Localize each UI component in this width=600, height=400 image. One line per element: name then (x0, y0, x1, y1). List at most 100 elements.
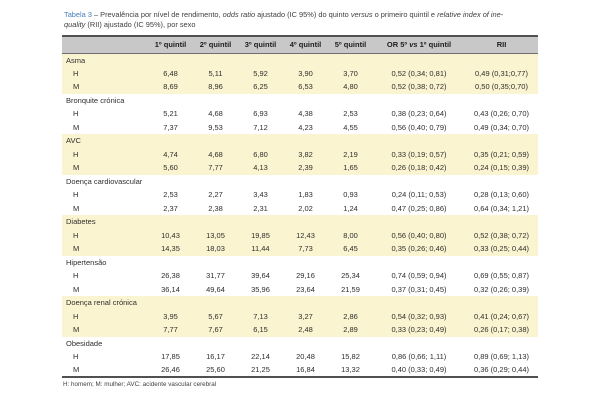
value-cell: 4,80 (328, 80, 373, 94)
caption-segment: 1º quintil (417, 40, 452, 50)
value-cell: 0,93 (343, 190, 358, 200)
value-cell: 8,00 (328, 228, 373, 242)
caption-segment: relative index of ine- (437, 10, 504, 19)
column-header: 2º quintil (193, 36, 238, 54)
sex-label: H (62, 228, 148, 242)
value-cell: 3,27 (283, 309, 328, 323)
group-row: Hipertensão (62, 256, 538, 270)
caption-segment: (RII) ajustado (IC 95%), por sexo (85, 19, 196, 29)
value-cell: 16,17 (206, 352, 225, 362)
value-cell: 6,80 (238, 147, 283, 161)
value-cell: 3,70 (328, 66, 373, 80)
sex-label: H (62, 66, 148, 80)
value-cell: 3,90 (283, 66, 328, 80)
value-cell: 12,43 (283, 228, 328, 242)
value-cell: 0,49 (0,31;0,77) (465, 66, 538, 80)
caption-segment: ajustado (IC 95%) do quinto (255, 10, 351, 19)
value-cell: 4,13 (238, 161, 283, 175)
sex-label: M (62, 80, 148, 94)
sex-label: M (62, 161, 148, 175)
group-row: Obesidade (62, 337, 538, 351)
value-cell: 9,53 (208, 122, 223, 132)
data-row: H 10,43 13,05 19,85 12,43 8,00 0,56 (0,40; 0,8… (62, 228, 538, 242)
caption-segment: 1º quintil (154, 40, 187, 50)
value-cell: 0,52 (0,34; 0,81) (373, 66, 465, 80)
value-cell: 13,05 (193, 228, 238, 242)
value-cell: 2,02 (298, 203, 313, 213)
sex-label: M (73, 284, 80, 294)
sex-label: M (73, 203, 80, 213)
data-row: H 26,38 31,77 39,64 29,16 25,34 0,74 (0,59; 0,… (62, 269, 538, 283)
value-cell: 6,48 (148, 66, 193, 80)
value-cell: 4,55 (343, 122, 358, 132)
column-header: 4º quintil (283, 36, 328, 54)
value-cell: 0,35 (0,21; 0,59) (465, 147, 538, 161)
group-row: Bronquite crónica (62, 94, 538, 108)
value-cell: 4,23 (298, 122, 313, 132)
data-row: M 7,37 9,53 7,12 4,23 4,55 0,56 (0,40; 0,79) 0,… (62, 121, 538, 135)
column-header: 1º quintil (148, 36, 193, 54)
value-cell: 0,54 (0,32; 0,93) (373, 309, 465, 323)
value-cell: 0,40 (0,33; 0,49) (391, 365, 447, 375)
value-cell: 0,36 (0,29; 0,44) (473, 365, 530, 375)
sex-label: M (73, 365, 80, 375)
caption-segment: Tabela 3 (64, 10, 92, 19)
value-cell: 0,74 (0,59; 0,94) (391, 271, 447, 281)
group-label: Doença cardiovascular (66, 176, 143, 186)
value-cell: 6,15 (238, 323, 283, 337)
value-cell: 0,26 (0,17; 0,38) (465, 323, 538, 337)
value-cell: 7,12 (253, 122, 268, 132)
caption-segment: RII (496, 40, 507, 50)
data-row: M 8,69 8,96 6,25 6,53 4,80 0,52 (0,38; 0,72) 0,… (62, 80, 538, 94)
value-cell: 0,69 (0,55; 0,87) (473, 271, 530, 281)
value-cell: 13,32 (341, 365, 360, 375)
value-cell: 0,35 (0,26; 0,46) (373, 242, 465, 256)
data-table: 1º quintil 2º quintil 3º quintil 4º quintil… (62, 35, 538, 378)
data-row: H 5,21 4,68 6,93 4,38 2,53 0,38 (0,23; 0,64) 0,… (62, 107, 538, 121)
column-header: RII (465, 36, 538, 54)
sex-label: H (73, 271, 79, 281)
value-cell: 10,43 (148, 228, 193, 242)
value-cell: 7,13 (238, 309, 283, 323)
caption-segment: 5º quintil (334, 40, 367, 50)
sex-label: M (62, 242, 148, 256)
value-cell: 21,25 (251, 365, 270, 375)
value-cell: 36,14 (161, 284, 180, 294)
value-cell: 0,24 (0,11; 0,53) (391, 190, 447, 200)
value-cell: 19,85 (238, 228, 283, 242)
value-cell: 5,60 (148, 161, 193, 175)
sex-label: M (62, 323, 148, 337)
value-cell: 2,39 (283, 161, 328, 175)
group-row: Asma (62, 53, 538, 67)
value-cell: 1,65 (328, 161, 373, 175)
sex-label: M (73, 122, 80, 132)
value-cell: 2,86 (328, 309, 373, 323)
value-cell: 6,25 (238, 80, 283, 94)
caption-segment: quality (64, 19, 86, 29)
column-header (62, 36, 148, 54)
value-cell: 16,84 (296, 365, 315, 375)
data-row: M 14,35 18,03 11,44 7,73 6,45 0,35 (0,26; 0,46… (62, 242, 538, 256)
value-cell: 8,96 (193, 80, 238, 94)
data-row: H 17,85 16,17 22,14 20,48 15,82 0,86 (0,66; 1,… (62, 350, 538, 364)
value-cell: 0,56 (0,40; 0,79) (391, 122, 447, 132)
value-cell: 3,43 (253, 190, 268, 200)
value-cell: 17,85 (161, 352, 180, 362)
data-row: M 5,60 7,77 4,13 2,39 1,65 0,26 (0,18; 0,42) 0,… (62, 161, 538, 175)
sex-label: H (62, 147, 148, 161)
value-cell: 39,64 (251, 271, 270, 281)
value-cell: 0,64 (0,34; 1,21) (473, 203, 530, 213)
data-row: H 6,48 5,11 5,92 3,90 3,70 0,52 (0,34; 0,81) 0,… (62, 66, 538, 80)
value-cell: 18,03 (193, 242, 238, 256)
value-cell: 4,74 (148, 147, 193, 161)
value-cell: 0,52 (0,38; 0,72) (373, 80, 465, 94)
value-cell: 0,33 (0,25; 0,44) (465, 242, 538, 256)
value-cell: 26,46 (161, 365, 180, 375)
group-label: Doença renal crónica (62, 296, 538, 310)
column-header: 5º quintil (328, 36, 373, 54)
value-cell: 7,73 (283, 242, 328, 256)
value-cell: 7,77 (193, 161, 238, 175)
value-cell: 29,16 (296, 271, 315, 281)
sex-label: H (73, 190, 79, 200)
value-cell: 0,32 (0,26; 0,39) (473, 284, 530, 294)
